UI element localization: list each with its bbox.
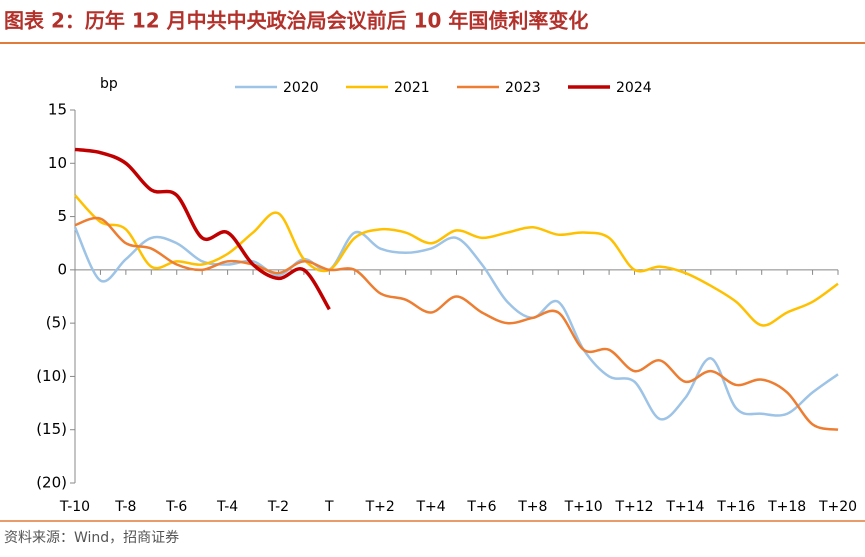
x-tick-label: T+16 xyxy=(716,499,755,515)
y-tick-label: (15) xyxy=(36,420,67,438)
x-tick-label: T+8 xyxy=(517,499,547,515)
x-tick-label: T+10 xyxy=(564,499,603,515)
x-tick-label: T+18 xyxy=(767,499,806,515)
x-tick-label: T-2 xyxy=(267,499,289,515)
source: 资料来源：Wind，招商证券 xyxy=(4,530,179,546)
legend-label: 2023 xyxy=(505,80,541,96)
line-series xyxy=(74,147,331,311)
x-tick-label: T+6 xyxy=(466,499,496,515)
y-tick-label: (10) xyxy=(36,367,67,385)
x-tick-label: T+14 xyxy=(665,499,704,515)
line-series xyxy=(73,226,839,421)
x-tick-label: T-4 xyxy=(216,499,238,515)
chart-title: 图表 2：历年 12 月中共中央政治局会议前后 10 年国债利率变化 xyxy=(4,9,588,33)
y-axis-label: bp xyxy=(100,76,118,92)
legend-label: 2024 xyxy=(616,80,652,96)
y-tick-label: (5) xyxy=(46,314,67,332)
x-tick-label: T+4 xyxy=(415,499,445,515)
y-tick-label: (20) xyxy=(36,474,67,492)
y-tick-label: 15 xyxy=(48,101,67,119)
x-tick-label: T+20 xyxy=(818,499,857,515)
y-tick-label: 0 xyxy=(57,260,67,278)
legend-label: 2021 xyxy=(394,80,430,96)
x-tick-label: T xyxy=(324,499,334,515)
y-tick-label: 10 xyxy=(48,154,67,172)
line-series xyxy=(74,216,839,431)
y-tick-label: 5 xyxy=(57,207,67,225)
x-tick-label: T+12 xyxy=(614,499,653,515)
x-tick-label: T-10 xyxy=(59,499,90,515)
x-tick-label: T-6 xyxy=(165,499,187,515)
x-tick-label: T+2 xyxy=(365,499,395,515)
x-tick-label: T-8 xyxy=(114,499,136,515)
legend-label: 2020 xyxy=(283,80,319,96)
line-series xyxy=(74,194,839,327)
